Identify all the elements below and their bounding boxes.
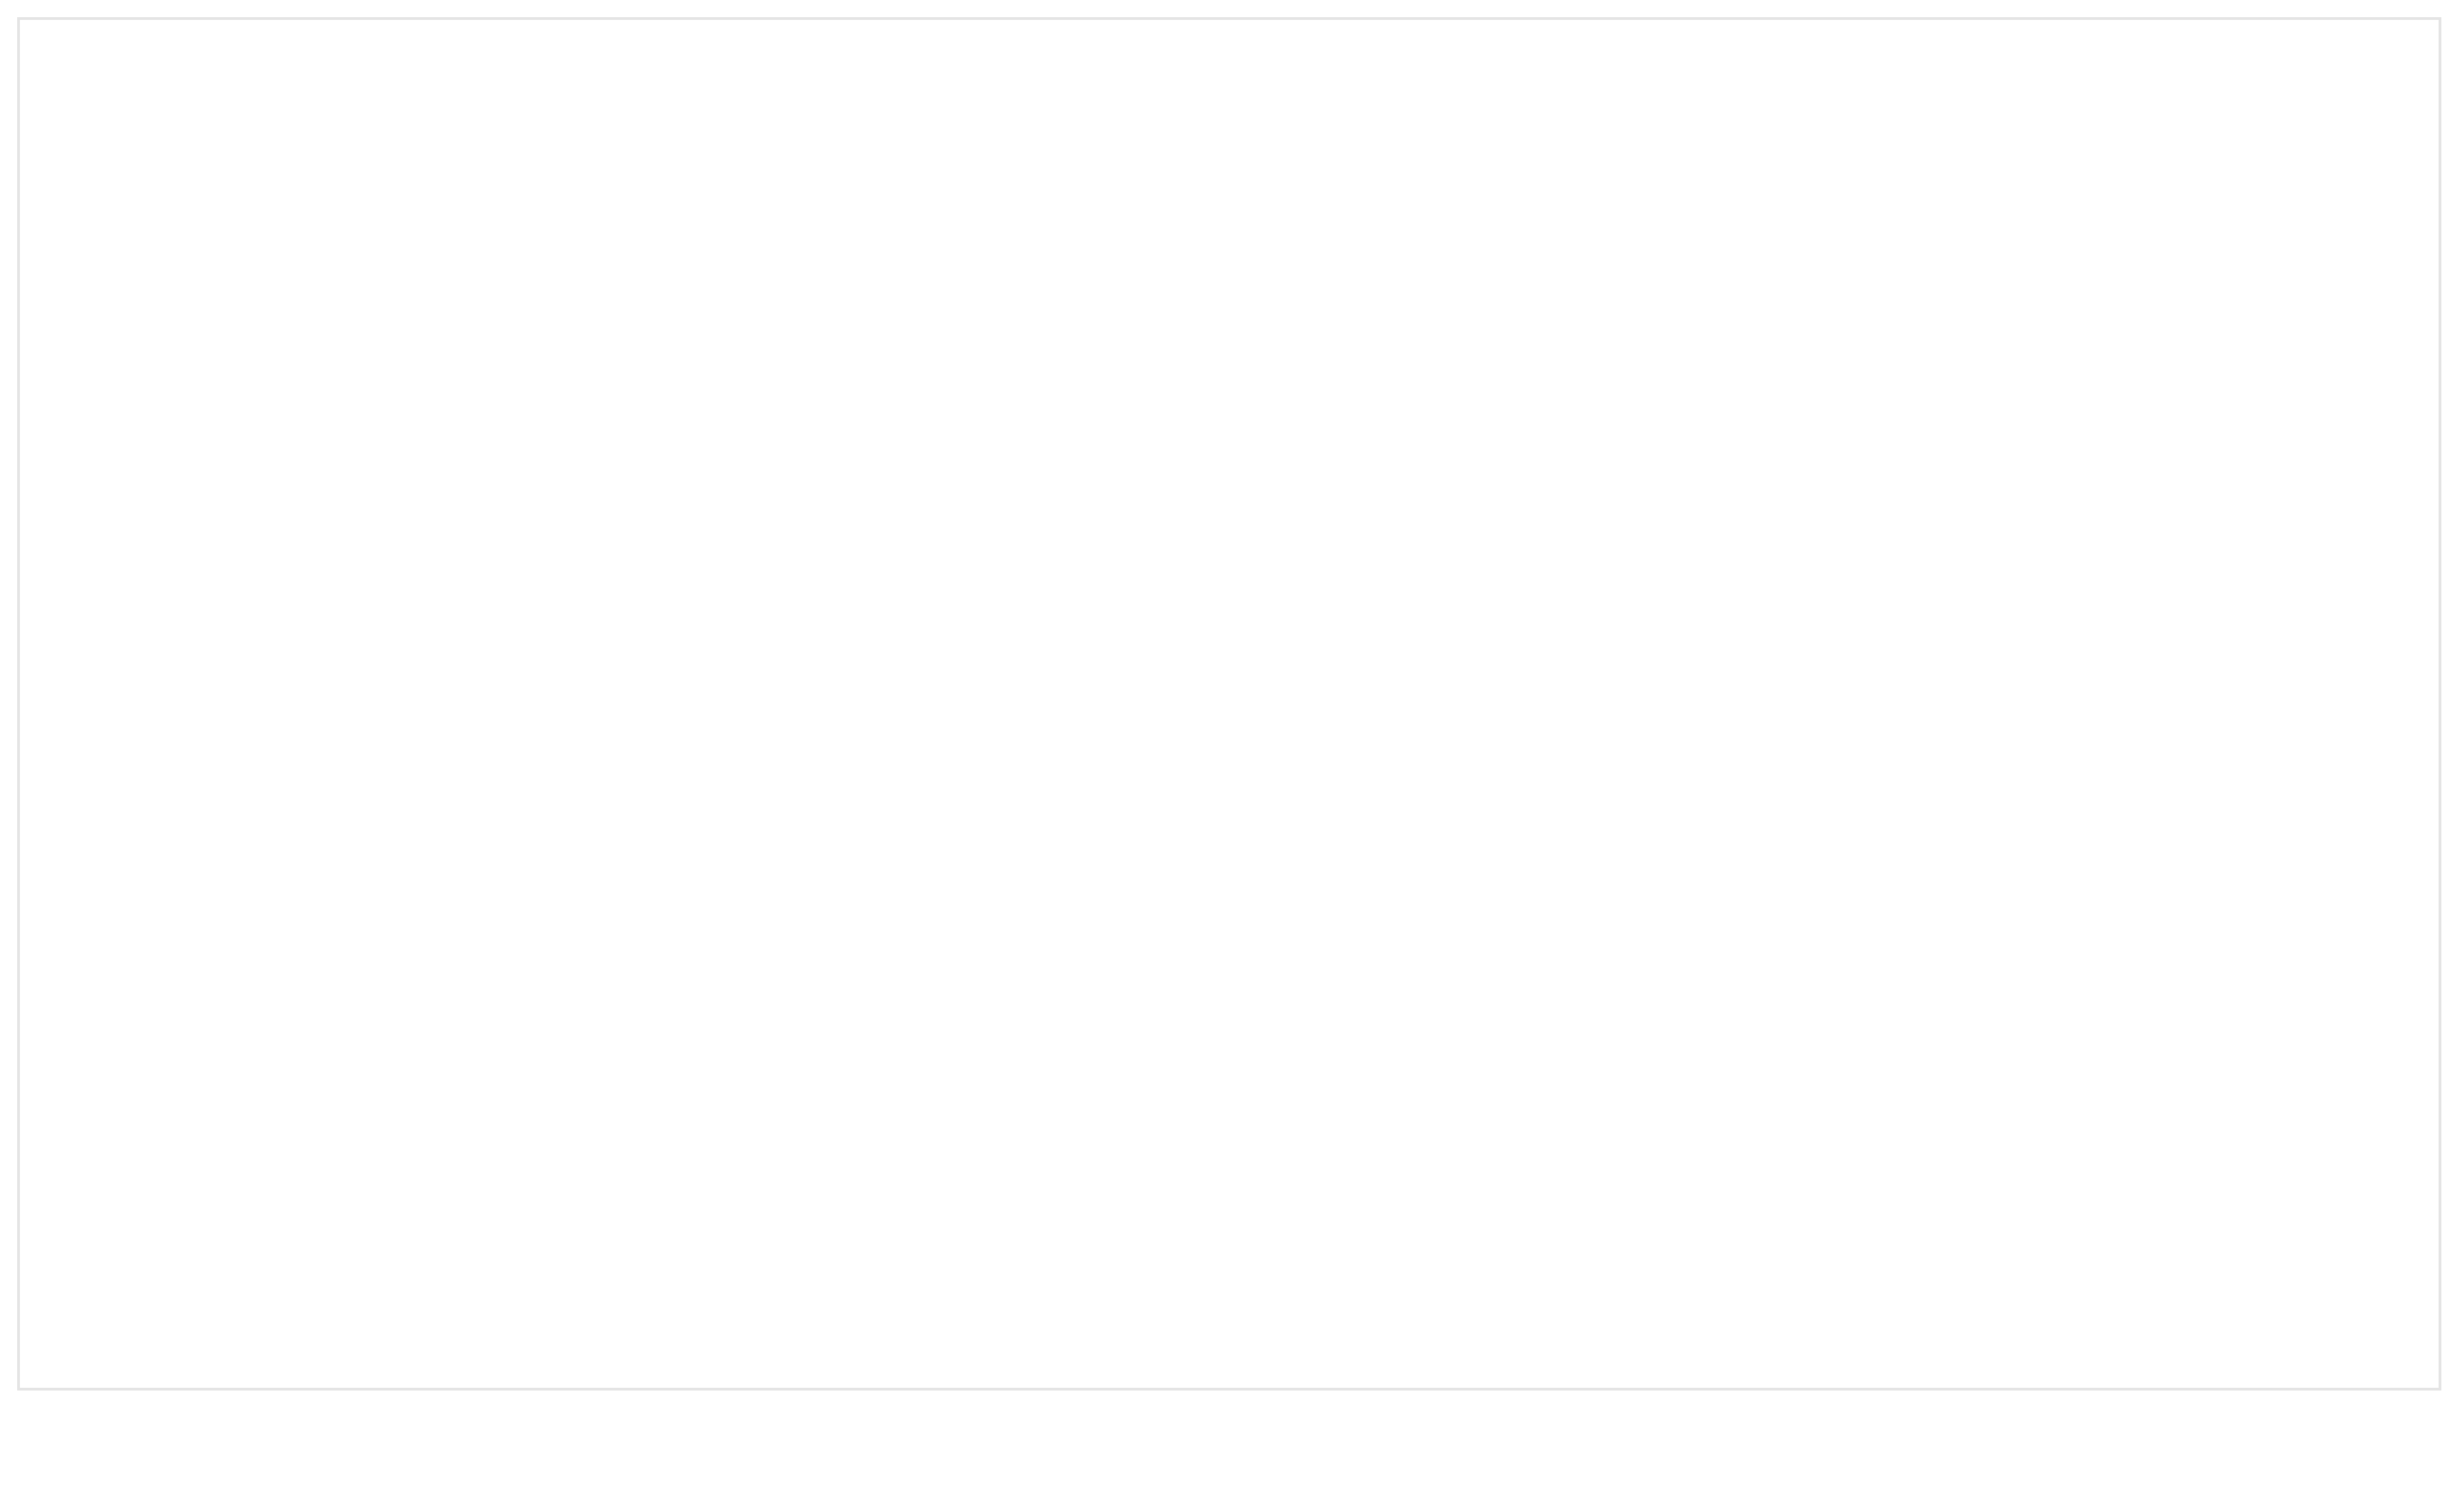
figure-border — [17, 17, 2441, 1391]
